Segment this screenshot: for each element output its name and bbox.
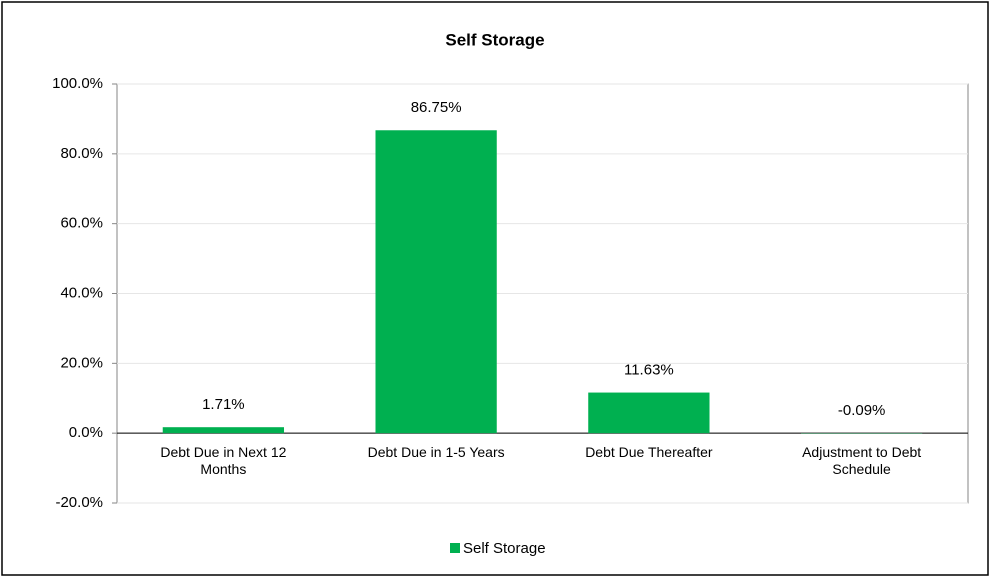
data-label: 11.63% <box>624 362 674 379</box>
y-tick-label: 80.0% <box>60 145 103 162</box>
bar <box>162 427 285 434</box>
y-tick-label: 100.0% <box>52 75 103 92</box>
y-tick-label: 20.0% <box>60 354 103 371</box>
x-tick-label: Debt Due in Next 12 Months <box>160 444 287 478</box>
x-tick-label: Debt Due in 1-5 Years <box>367 444 505 461</box>
legend-swatch <box>450 543 460 553</box>
legend-label: Self Storage <box>463 540 546 557</box>
data-label: -0.09% <box>838 402 886 419</box>
y-tick-label: 40.0% <box>60 284 103 301</box>
y-tick-label: 60.0% <box>60 215 103 232</box>
data-label: 86.75% <box>411 99 462 116</box>
x-tick-label: Debt Due Thereafter <box>585 444 713 461</box>
y-tick-label: -20.0% <box>55 494 103 511</box>
y-tick-label: 0.0% <box>69 424 103 441</box>
bar <box>375 130 497 434</box>
x-tick-label: Adjustment to Debt Schedule <box>802 444 922 478</box>
chart-title: Self Storage <box>445 30 544 49</box>
data-label: 1.71% <box>202 396 245 413</box>
bar <box>588 392 710 434</box>
